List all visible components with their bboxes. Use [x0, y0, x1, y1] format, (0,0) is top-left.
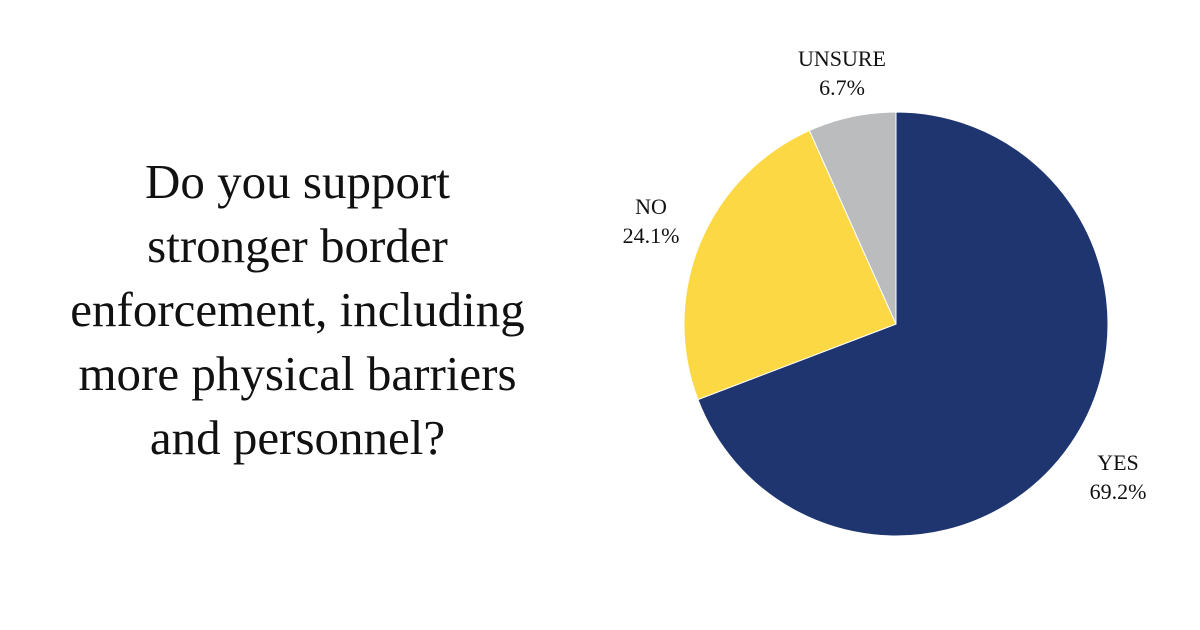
question-line-4: more physical barriers	[78, 346, 517, 401]
pie-slices	[683, 111, 1109, 537]
slice-label-unsure: UNSURE	[798, 46, 886, 71]
question-line-3: enforcement, including	[70, 282, 525, 337]
question-line-5: and personnel?	[149, 410, 446, 465]
pie-slice-yes	[697, 111, 1109, 537]
question-line-1: Do you support	[145, 154, 450, 209]
slice-value-no: 24.1%	[623, 223, 680, 248]
poll-question: Do you support stronger border enforceme…	[0, 150, 595, 470]
slice-value-unsure: 6.7%	[819, 75, 865, 100]
pie-slice-unsure	[808, 111, 897, 325]
slice-value-yes: 69.2%	[1090, 479, 1147, 504]
pie-labels: YES 69.2% NO 24.1% UNSURE 6.7%	[623, 46, 1147, 504]
slice-label-no: NO	[635, 194, 667, 219]
slice-label-yes: YES	[1097, 450, 1139, 475]
pie-slice-no	[683, 129, 897, 401]
question-line-2: stronger border	[147, 218, 448, 273]
